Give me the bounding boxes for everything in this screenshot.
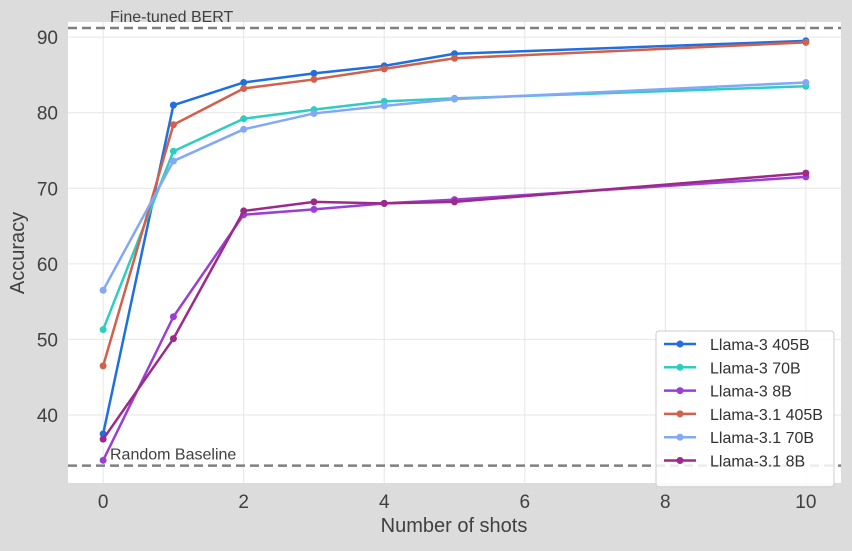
x-tick-label: 10: [795, 492, 816, 513]
y-tick-label: 80: [37, 104, 58, 125]
legend-label: Llama-3 405B: [710, 337, 810, 354]
x-axis-title: Number of shots: [381, 515, 528, 537]
legend-label: Llama-3 70B: [710, 360, 801, 377]
data-point: [380, 65, 388, 73]
data-point: [310, 69, 318, 77]
data-point: [169, 157, 177, 165]
data-point: [99, 362, 107, 370]
data-point: [240, 125, 248, 133]
x-tick-label: 2: [238, 492, 249, 513]
data-point: [99, 326, 107, 334]
reference-line-label: Fine-tuned BERT: [110, 9, 234, 26]
legend-label: Llama-3 8B: [710, 384, 792, 401]
data-point: [240, 115, 248, 123]
y-tick-label: 40: [37, 406, 58, 427]
legend-swatch-marker: [676, 363, 684, 371]
data-point: [169, 101, 177, 109]
legend: Llama-3 405B Llama-3 70B Llama-3 8B Llama-3…: [655, 330, 835, 488]
data-point: [240, 85, 248, 93]
x-tick-label: 6: [519, 492, 530, 513]
legend-swatch-marker: [676, 340, 684, 348]
data-point: [310, 198, 318, 206]
data-point: [802, 78, 810, 86]
reference-line-label: Random Baseline: [110, 447, 236, 464]
legend-swatch-marker: [676, 457, 684, 464]
reference-lines: Fine-tuned BERT Random Baseline: [68, 9, 841, 467]
y-tick-label: 60: [37, 255, 58, 276]
data-point: [310, 75, 318, 83]
y-tick-label: 50: [37, 330, 58, 351]
series: [99, 169, 810, 443]
legend-swatch-marker: [676, 387, 684, 395]
data-point: [99, 286, 107, 294]
data-point: [451, 95, 458, 103]
x-tick-label: 8: [660, 492, 671, 513]
legend-label: Llama-3.1 70B: [710, 430, 814, 447]
x-tick-label: 4: [379, 492, 390, 513]
data-point: [802, 38, 810, 46]
series: [99, 38, 810, 370]
data-point: [451, 198, 458, 206]
data-point: [240, 207, 248, 215]
y-tick-label: 90: [37, 28, 58, 49]
data-point: [169, 313, 177, 321]
legend-swatch-marker: [676, 410, 684, 418]
legend-label: Llama-3.1 405B: [710, 407, 823, 424]
x-tick-label: 0: [98, 492, 109, 513]
data-point: [310, 109, 318, 117]
data-point: [99, 456, 107, 464]
data-point: [802, 169, 810, 177]
data-point: [240, 78, 248, 86]
data-point: [169, 121, 177, 129]
data-point: [380, 102, 388, 110]
data-point: [169, 335, 177, 343]
legend-swatch-marker: [676, 433, 684, 441]
y-tick-label: 70: [37, 179, 58, 200]
data-point: [169, 147, 177, 155]
legend-label: Llama-3.1 8B: [710, 454, 805, 471]
series: [99, 78, 810, 294]
data-point: [99, 435, 107, 443]
legend-box: [655, 330, 835, 488]
axes: Number of shots Accuracy 0 2 4 6 8 10 40 50 60 70…: [7, 28, 816, 537]
y-axis-title: Accuracy: [7, 212, 29, 294]
data-point: [451, 54, 458, 62]
data-point: [310, 205, 318, 213]
series-layer: [99, 37, 810, 464]
data-point: [380, 199, 388, 207]
